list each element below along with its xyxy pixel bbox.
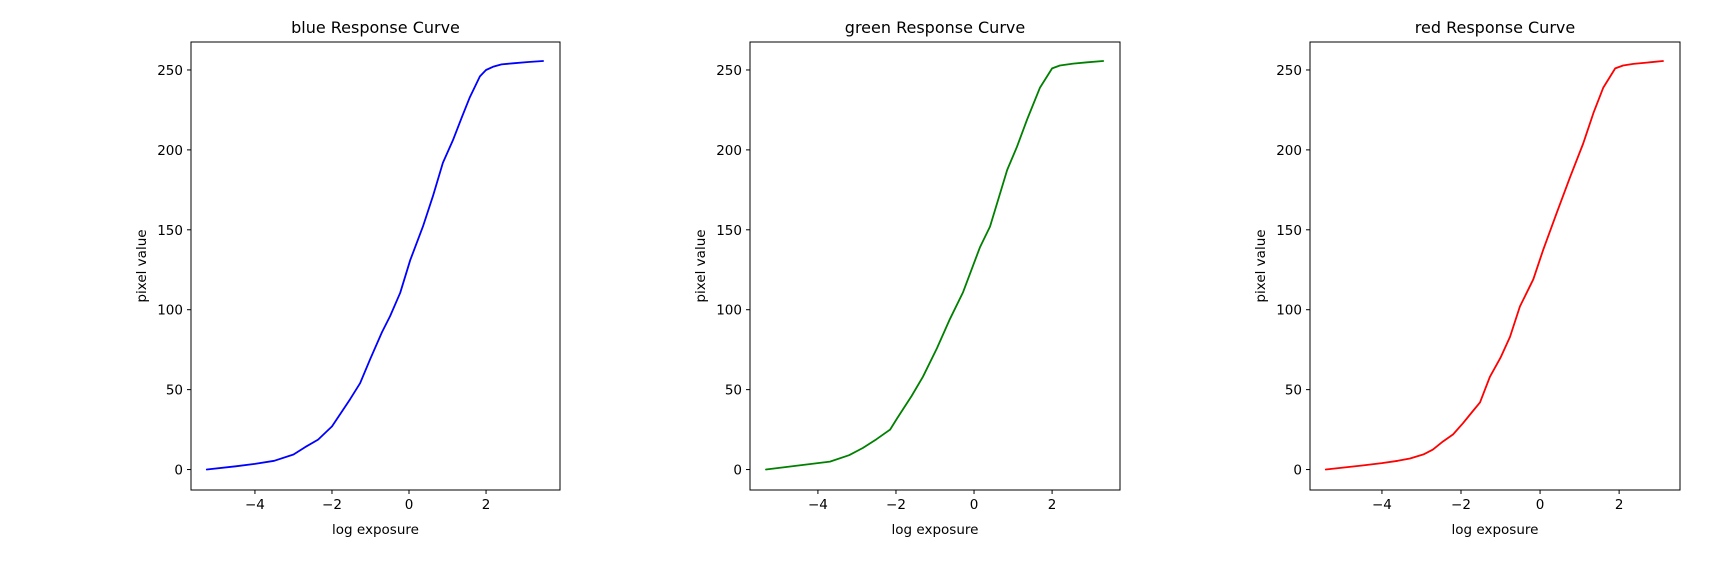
y-tick-label: 150 bbox=[157, 223, 183, 239]
green-response-curve-panel: green Response Curve −4 −2 0 2 0 50 100 150 200… bbox=[693, 18, 1121, 538]
x-axis-ticks: −4 −2 0 2 bbox=[245, 490, 490, 513]
y-tick-label: 150 bbox=[716, 223, 742, 239]
y-tick-label: 50 bbox=[1285, 383, 1302, 399]
y-tick-label: 50 bbox=[166, 383, 183, 399]
y-axis-label: pixel value bbox=[1253, 229, 1269, 302]
x-axis-label: log exposure bbox=[332, 522, 419, 538]
x-tick-label: −2 bbox=[886, 497, 906, 513]
response-curve-line bbox=[205, 60, 544, 471]
y-tick-label: 250 bbox=[716, 63, 742, 79]
y-tick-label: 100 bbox=[716, 303, 742, 319]
x-tick-label: −4 bbox=[245, 497, 265, 513]
y-axis-ticks: 0 50 100 150 200 250 bbox=[716, 63, 750, 479]
axes-frame bbox=[1309, 41, 1681, 491]
x-axis-ticks: −4 −2 0 2 bbox=[1372, 490, 1623, 513]
y-axis-label: pixel value bbox=[693, 229, 709, 302]
y-axis-ticks: 0 50 100 150 200 250 bbox=[157, 63, 191, 479]
chart-title: green Response Curve bbox=[845, 18, 1025, 37]
y-tick-label: 200 bbox=[716, 143, 742, 159]
y-tick-label: 100 bbox=[157, 303, 183, 319]
axes-frame bbox=[190, 41, 561, 491]
red-response-curve-panel: red Response Curve −4 −2 0 2 0 50 100 150 200 25… bbox=[1253, 18, 1681, 538]
y-tick-label: 0 bbox=[733, 463, 742, 479]
y-tick-label: 250 bbox=[157, 63, 183, 79]
y-tick-label: 50 bbox=[725, 383, 742, 399]
y-tick-label: 200 bbox=[1276, 143, 1302, 159]
response-curve-line bbox=[765, 60, 1105, 471]
y-tick-label: 150 bbox=[1276, 223, 1302, 239]
y-axis-ticks: 0 50 100 150 200 250 bbox=[1276, 63, 1310, 479]
x-axis-label: log exposure bbox=[1452, 522, 1539, 538]
red-response-line bbox=[1324, 60, 1664, 471]
blue-response-line bbox=[205, 60, 544, 471]
y-tick-label: 200 bbox=[157, 143, 183, 159]
chart-title: red Response Curve bbox=[1415, 18, 1575, 37]
x-axis-ticks: −4 −2 0 2 bbox=[808, 490, 1056, 513]
y-tick-label: 100 bbox=[1276, 303, 1302, 319]
x-axis-label: log exposure bbox=[892, 522, 979, 538]
y-tick-label: 0 bbox=[1293, 463, 1302, 479]
blue-response-curve-panel: blue Response Curve −4 −2 0 2 0 50 100 150 200 2… bbox=[134, 18, 561, 538]
response-curve-line bbox=[1324, 60, 1664, 471]
x-tick-label: −2 bbox=[1451, 497, 1471, 513]
green-response-line bbox=[765, 60, 1105, 471]
x-tick-label: −4 bbox=[1372, 497, 1392, 513]
x-tick-label: 0 bbox=[970, 497, 979, 513]
chart-title: blue Response Curve bbox=[291, 18, 460, 37]
y-tick-label: 250 bbox=[1276, 63, 1302, 79]
x-tick-label: 2 bbox=[1048, 497, 1057, 513]
x-tick-label: −2 bbox=[322, 497, 342, 513]
axes-frame bbox=[749, 41, 1121, 491]
x-tick-label: 2 bbox=[1615, 497, 1624, 513]
x-tick-label: 0 bbox=[1536, 497, 1545, 513]
x-tick-label: 2 bbox=[482, 497, 491, 513]
y-axis-label: pixel value bbox=[134, 229, 150, 302]
x-tick-label: 0 bbox=[405, 497, 414, 513]
y-tick-label: 0 bbox=[174, 463, 183, 479]
x-tick-label: −4 bbox=[808, 497, 828, 513]
